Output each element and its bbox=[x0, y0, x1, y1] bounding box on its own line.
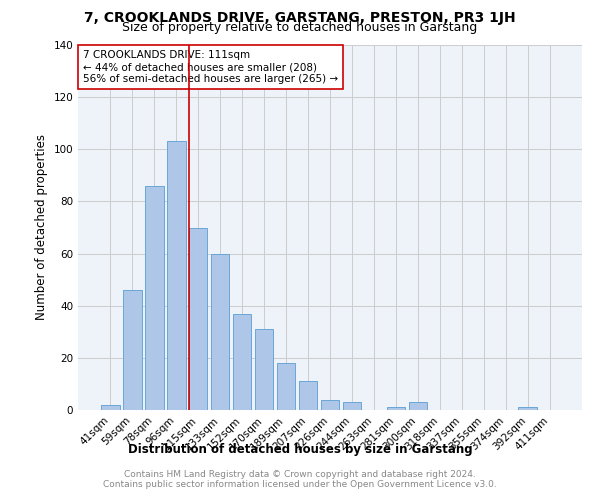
Bar bbox=[167, 142, 185, 410]
Bar bbox=[320, 400, 340, 410]
Text: Contains HM Land Registry data © Crown copyright and database right 2024.: Contains HM Land Registry data © Crown c… bbox=[124, 470, 476, 479]
Bar bbox=[255, 329, 274, 410]
Bar bbox=[211, 254, 229, 410]
Text: 7, CROOKLANDS DRIVE, GARSTANG, PRESTON, PR3 1JH: 7, CROOKLANDS DRIVE, GARSTANG, PRESTON, … bbox=[84, 11, 516, 25]
Bar bbox=[343, 402, 361, 410]
Text: Size of property relative to detached houses in Garstang: Size of property relative to detached ho… bbox=[122, 22, 478, 35]
Bar bbox=[233, 314, 251, 410]
Bar bbox=[189, 228, 208, 410]
Text: Contains public sector information licensed under the Open Government Licence v3: Contains public sector information licen… bbox=[103, 480, 497, 489]
Bar bbox=[145, 186, 164, 410]
Bar bbox=[386, 408, 405, 410]
Bar bbox=[409, 402, 427, 410]
Bar bbox=[101, 405, 119, 410]
Bar bbox=[299, 382, 317, 410]
Bar bbox=[518, 408, 537, 410]
Text: 7 CROOKLANDS DRIVE: 111sqm
← 44% of detached houses are smaller (208)
56% of sem: 7 CROOKLANDS DRIVE: 111sqm ← 44% of deta… bbox=[83, 50, 338, 84]
Bar bbox=[277, 363, 295, 410]
Text: Distribution of detached houses by size in Garstang: Distribution of detached houses by size … bbox=[128, 442, 472, 456]
Y-axis label: Number of detached properties: Number of detached properties bbox=[35, 134, 48, 320]
Bar bbox=[123, 290, 142, 410]
